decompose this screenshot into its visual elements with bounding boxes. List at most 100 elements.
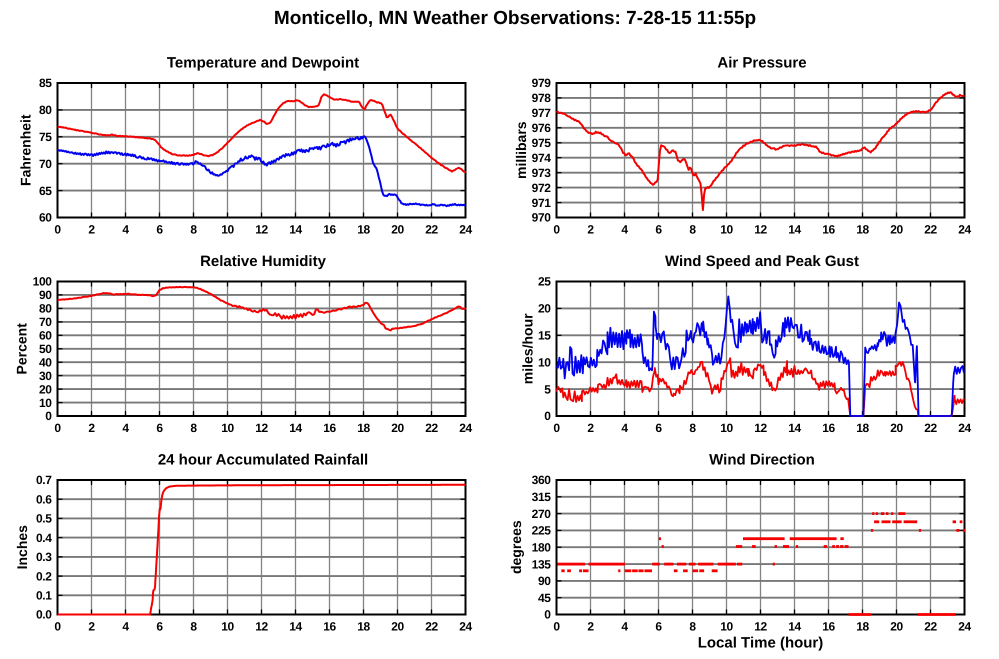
svg-text:978: 978 xyxy=(532,91,552,105)
svg-text:14: 14 xyxy=(788,620,801,634)
svg-text:20: 20 xyxy=(538,302,551,316)
svg-text:970: 970 xyxy=(532,211,552,225)
svg-text:degrees: degrees xyxy=(508,520,524,574)
svg-text:24: 24 xyxy=(459,421,472,435)
svg-text:2: 2 xyxy=(88,223,95,237)
svg-text:135: 135 xyxy=(532,557,552,571)
svg-text:18: 18 xyxy=(357,421,370,435)
svg-text:0: 0 xyxy=(553,620,560,634)
svg-text:225: 225 xyxy=(532,524,552,538)
svg-text:976: 976 xyxy=(532,121,552,135)
svg-text:10: 10 xyxy=(221,620,234,634)
svg-text:18: 18 xyxy=(357,620,370,634)
svg-text:977: 977 xyxy=(532,106,552,120)
svg-text:Monticello, MN Weather Observa: Monticello, MN Weather Observations: 7-2… xyxy=(274,8,756,29)
svg-text:4: 4 xyxy=(122,223,129,237)
svg-text:Wind Speed and Peak Gust: Wind Speed and Peak Gust xyxy=(665,253,859,270)
svg-text:22: 22 xyxy=(924,421,937,435)
svg-text:24: 24 xyxy=(958,223,971,237)
svg-text:16: 16 xyxy=(323,620,336,634)
svg-text:24: 24 xyxy=(459,223,472,237)
svg-text:75: 75 xyxy=(39,130,52,144)
svg-text:24 hour Accumulated Rainfall: 24 hour Accumulated Rainfall xyxy=(158,452,368,469)
svg-text:6: 6 xyxy=(655,620,662,634)
svg-text:6: 6 xyxy=(156,421,163,435)
svg-text:Local Time (hour): Local Time (hour) xyxy=(698,635,824,652)
svg-text:10: 10 xyxy=(538,355,551,369)
svg-text:12: 12 xyxy=(754,620,767,634)
svg-text:25: 25 xyxy=(538,275,551,289)
svg-text:973: 973 xyxy=(532,166,552,180)
svg-text:0.3: 0.3 xyxy=(36,550,52,564)
svg-text:millibars: millibars xyxy=(513,121,529,179)
svg-text:18: 18 xyxy=(357,223,370,237)
svg-text:Temperature and Dewpoint: Temperature and Dewpoint xyxy=(167,55,359,72)
svg-text:0.5: 0.5 xyxy=(36,512,52,526)
svg-text:315: 315 xyxy=(532,490,552,504)
svg-text:70: 70 xyxy=(39,157,52,171)
svg-text:70: 70 xyxy=(39,315,52,329)
svg-text:16: 16 xyxy=(822,223,835,237)
svg-text:Inches: Inches xyxy=(14,525,30,570)
svg-text:12: 12 xyxy=(255,421,268,435)
svg-text:22: 22 xyxy=(924,620,937,634)
svg-text:0.7: 0.7 xyxy=(36,473,52,487)
svg-text:18: 18 xyxy=(856,223,869,237)
svg-text:6: 6 xyxy=(655,223,662,237)
svg-text:0: 0 xyxy=(553,421,560,435)
svg-text:100: 100 xyxy=(33,275,53,289)
svg-text:0.0: 0.0 xyxy=(36,608,52,622)
svg-text:10: 10 xyxy=(221,421,234,435)
svg-text:10: 10 xyxy=(720,421,733,435)
svg-text:22: 22 xyxy=(425,223,438,237)
svg-text:10: 10 xyxy=(39,396,52,410)
svg-text:8: 8 xyxy=(689,620,696,634)
svg-text:15: 15 xyxy=(538,329,551,343)
svg-text:40: 40 xyxy=(39,355,52,369)
svg-text:270: 270 xyxy=(532,507,552,521)
svg-text:60: 60 xyxy=(39,329,52,343)
svg-text:2: 2 xyxy=(587,620,594,634)
svg-text:22: 22 xyxy=(425,620,438,634)
svg-text:20: 20 xyxy=(890,421,903,435)
svg-text:85: 85 xyxy=(39,76,52,90)
svg-text:14: 14 xyxy=(788,223,801,237)
svg-text:10: 10 xyxy=(221,223,234,237)
svg-text:12: 12 xyxy=(754,421,767,435)
svg-text:6: 6 xyxy=(156,223,163,237)
svg-text:20: 20 xyxy=(391,421,404,435)
svg-text:2: 2 xyxy=(587,421,594,435)
svg-text:16: 16 xyxy=(822,620,835,634)
svg-text:4: 4 xyxy=(122,620,129,634)
svg-text:20: 20 xyxy=(391,620,404,634)
svg-text:0.4: 0.4 xyxy=(36,531,52,545)
svg-text:80: 80 xyxy=(39,103,52,117)
svg-text:0: 0 xyxy=(54,223,61,237)
svg-text:180: 180 xyxy=(532,541,552,555)
svg-text:14: 14 xyxy=(788,421,801,435)
svg-text:0: 0 xyxy=(54,421,61,435)
svg-text:20: 20 xyxy=(39,382,52,396)
svg-text:10: 10 xyxy=(720,620,733,634)
svg-text:8: 8 xyxy=(190,421,197,435)
svg-text:90: 90 xyxy=(538,574,551,588)
svg-text:45: 45 xyxy=(538,591,551,605)
svg-text:6: 6 xyxy=(156,620,163,634)
svg-text:24: 24 xyxy=(958,620,971,634)
svg-text:4: 4 xyxy=(621,421,628,435)
svg-text:18: 18 xyxy=(856,421,869,435)
svg-text:6: 6 xyxy=(655,421,662,435)
svg-text:974: 974 xyxy=(532,151,552,165)
svg-text:8: 8 xyxy=(689,421,696,435)
svg-text:0.6: 0.6 xyxy=(36,492,52,506)
svg-text:5: 5 xyxy=(544,382,551,396)
svg-text:18: 18 xyxy=(856,620,869,634)
svg-text:Fahrenheit: Fahrenheit xyxy=(18,114,34,186)
svg-text:8: 8 xyxy=(190,620,197,634)
svg-text:0.2: 0.2 xyxy=(36,569,52,583)
svg-text:60: 60 xyxy=(39,211,52,225)
svg-text:22: 22 xyxy=(425,421,438,435)
svg-text:0: 0 xyxy=(544,608,551,622)
svg-text:Percent: Percent xyxy=(13,323,29,375)
svg-text:22: 22 xyxy=(924,223,937,237)
